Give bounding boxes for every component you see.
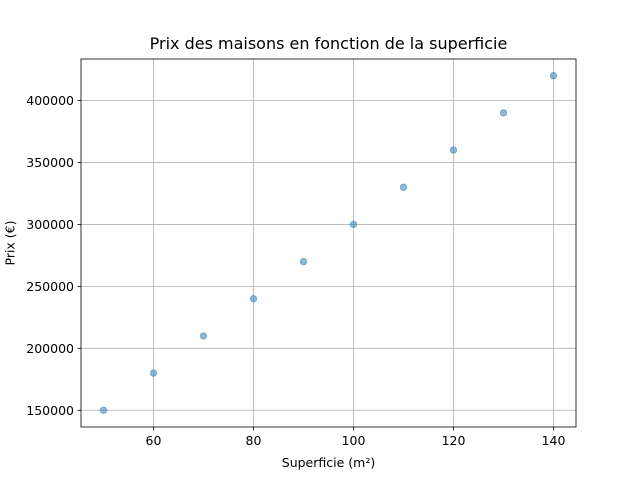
data-points [99,72,558,414]
data-point [249,295,258,303]
data-point [99,406,108,414]
x-tick-label: 120 [442,433,466,448]
y-axis-label: Prix (€) [2,220,17,265]
data-point [199,332,208,340]
y-tick-label: 200000 [26,341,74,356]
y-tick-label: 150000 [26,403,74,418]
plot-frame [80,58,577,428]
data-point [349,220,358,229]
chart-title: Prix des maisons en fonction de la super… [150,34,508,53]
x-tick-label: 60 [146,433,162,448]
y-tick-label: 400000 [26,93,74,108]
data-point [449,146,458,154]
x-tick-label: 80 [246,433,262,448]
data-point [549,72,558,80]
y-tick-label: 300000 [26,217,74,232]
data-point [499,109,508,117]
data-point [299,257,308,266]
data-point [149,369,158,377]
axis-ticks: 60 80 100 120 140 150000 200000 250000 300000 350… [26,93,565,448]
y-tick-label: 250000 [26,279,74,294]
y-tick-label: 350000 [26,155,74,170]
grid-lines [81,59,576,427]
data-point [399,183,408,191]
x-tick-label: 100 [342,433,366,448]
x-axis-label: Superficie (m²) [282,455,375,470]
x-tick-label: 140 [542,433,566,448]
